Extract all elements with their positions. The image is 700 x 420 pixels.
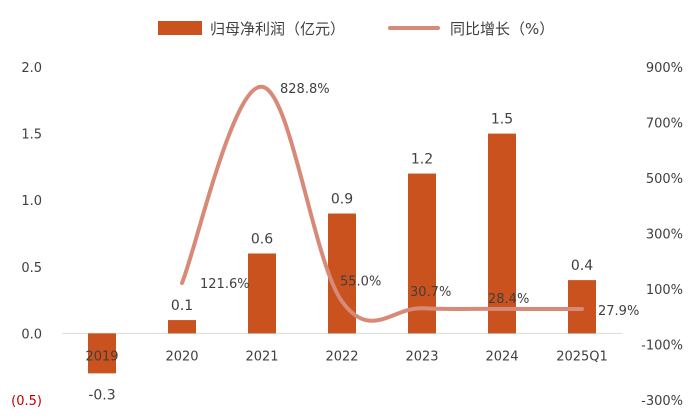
legend-item-profit: 归母净利润（亿元）: [158, 16, 345, 40]
right-axis-tick-label: 100%: [646, 283, 683, 298]
growth-value-label: 828.8%: [280, 82, 330, 97]
bar-value-label: 0.4: [571, 258, 593, 274]
left-axis-tick-label: 0.5: [21, 261, 42, 276]
bar-2021: [248, 253, 276, 334]
bar-value-label: -0.3: [88, 387, 115, 403]
left-axis-tick-label: 2.0: [21, 61, 42, 76]
legend-label-growth: 同比增长（%）: [450, 19, 555, 38]
left-axis-tick-label: (0.5): [11, 394, 42, 409]
growth-value-label: 55.0%: [340, 274, 381, 289]
bar-value-label: 0.9: [331, 192, 353, 208]
growth-value-label: 28.4%: [488, 292, 529, 307]
bar-2019: [88, 333, 116, 374]
growth-value-label: 121.6%: [200, 277, 250, 292]
left-axis-tick-label: 0.0: [21, 327, 42, 342]
x-axis-tick-label: 2024: [485, 349, 518, 364]
legend-item-growth: 同比增长（%）: [388, 16, 554, 40]
bar-value-label: 1.5: [491, 112, 513, 128]
growth-value-label: 30.7%: [410, 285, 451, 300]
bar-value-label: 0.6: [251, 231, 273, 247]
legend-line-swatch: [388, 26, 440, 30]
x-axis-tick-label: 2019: [85, 349, 118, 364]
right-axis-tick-label: 500%: [646, 172, 683, 187]
left-axis-tick-label: 1.5: [21, 128, 42, 143]
x-axis-tick-label: 2025Q1: [556, 349, 608, 364]
bar-2020: [168, 320, 196, 334]
right-axis-tick-label: 700%: [646, 117, 683, 132]
right-axis-tick-label: 300%: [646, 228, 683, 243]
bar-value-label: 0.1: [171, 298, 193, 314]
bar-value-label: 1.2: [411, 152, 433, 168]
right-axis-tick-label: 900%: [646, 61, 683, 76]
legend-bar-swatch: [158, 21, 202, 35]
growth-value-label: 27.9%: [598, 304, 639, 319]
left-axis-tick-label: 1.0: [21, 194, 42, 209]
legend-label-profit: 归母净利润（亿元）: [210, 19, 346, 38]
right-axis-tick-label: -300%: [641, 394, 683, 409]
x-axis-tick-label: 2022: [325, 349, 358, 364]
x-axis-tick-label: 2021: [245, 349, 278, 364]
bar-2024: [488, 133, 516, 334]
x-axis-tick-label: 2020: [165, 349, 198, 364]
bar-2022: [328, 213, 356, 334]
right-axis-tick-label: -100%: [641, 339, 683, 354]
growth-line: [180, 84, 584, 323]
bar-2025Q1: [568, 280, 596, 334]
x-axis-tick-label: 2023: [405, 349, 438, 364]
chart-legend: 归母净利润（亿元） 同比增长（%）: [0, 16, 700, 40]
